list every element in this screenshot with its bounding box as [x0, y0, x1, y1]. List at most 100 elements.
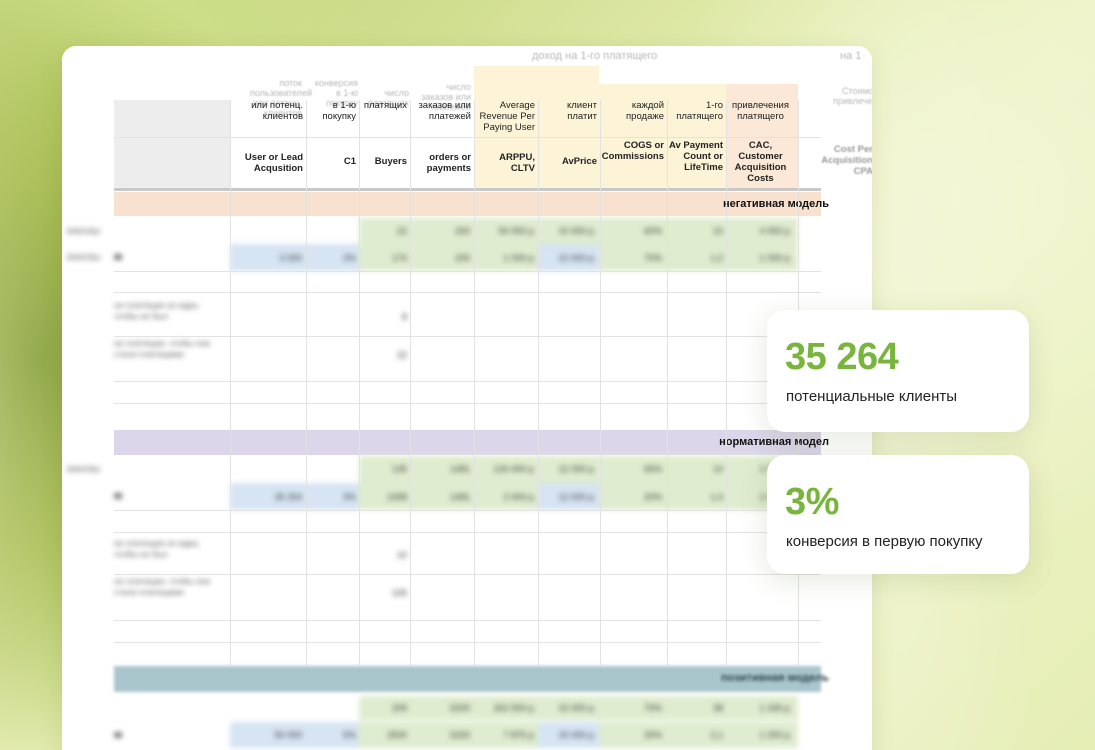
cell: 10 000 р.: [558, 253, 596, 263]
row-label: ЗАКАЗЫ: [66, 464, 100, 474]
row-label: ЗАКАЗЫ: [66, 252, 100, 262]
group-header-per: на 1: [840, 50, 862, 62]
spreadsheet-card: доход на 1-го платящего на 1 поток польз…: [62, 46, 872, 750]
cell: 12 000 р.: [558, 464, 596, 474]
cell: 50 000: [274, 730, 302, 740]
header-orange-bg: [726, 84, 798, 188]
grid-col: [474, 100, 475, 666]
cell-band: [230, 244, 359, 271]
cell-band: [230, 722, 359, 748]
cell: 105: [391, 588, 407, 598]
stat-value-potential-clients: 35 264: [785, 336, 899, 378]
cell: 10: [396, 550, 407, 560]
sheet-top-header: доход на 1-го платящего на 1 поток польз…: [62, 46, 872, 118]
cell-band: [538, 722, 600, 748]
cell: 5200: [449, 703, 470, 713]
hdr-ru-cac: привлечения платящего: [731, 100, 789, 122]
cell: 2 000 р.: [503, 492, 536, 502]
band-positive-model: позитивная модель: [114, 666, 829, 692]
cell-band: [359, 483, 538, 510]
cell: 2,1: [710, 730, 723, 740]
hdr-faint-9: Стоимость привлечения: [832, 86, 872, 106]
cell: 25%: [643, 730, 662, 740]
hdr-ru-cogs: каждой продаже: [626, 100, 664, 122]
grid-col: [230, 100, 231, 666]
hdr-en-orders: orders or payments: [426, 152, 471, 174]
cell-band: [600, 244, 798, 271]
hdr-en-users: User or Lead Acqusition: [244, 152, 303, 174]
cell: 200: [454, 226, 470, 236]
hdr-ru-arppu: Average Revenue Per Paying User: [479, 100, 535, 133]
cell: 5%: [342, 730, 356, 740]
header-grey-bg: [114, 100, 230, 188]
grid-row: [114, 403, 821, 404]
hdr-en-cpa: Cost Per Acquisition CPA: [821, 144, 872, 177]
cell: 4 000 р.: [759, 226, 792, 236]
band-positive-label: позитивная модель: [720, 672, 829, 684]
grid-row: [114, 620, 821, 621]
cell: 7 875 р.: [503, 730, 536, 740]
header-bottom-rule: [114, 188, 821, 191]
spreadsheet: доход на 1-го платящего на 1 поток польз…: [62, 46, 872, 750]
hdr-ru-avcount: 1-го платящего: [676, 100, 723, 122]
stat-card-potential-clients: 35 264 потенциальные клиенты: [767, 310, 1029, 432]
hdr-en-cac: CAC, Customer Acquisition Costs: [734, 140, 787, 184]
cell: 15 000 р.: [558, 730, 596, 740]
cell: 10 000 р.: [558, 226, 596, 236]
row-marker: м: [114, 251, 123, 263]
hdr-ru-users: или потенц. клиентов: [251, 100, 303, 122]
cell-band: [230, 483, 359, 510]
row-marker: м: [114, 729, 123, 741]
header-yellow-bg: [474, 66, 599, 188]
cell: 262 500 р.: [493, 703, 536, 713]
cell: 20%: [643, 492, 662, 502]
cell: 1058: [386, 492, 407, 502]
hdr-ru-c1: в 1-ю покупку: [322, 100, 356, 122]
cell-band: [359, 244, 538, 271]
hdr-en-cogs: COGS or Commissions: [601, 140, 664, 162]
grid-col: [726, 100, 727, 666]
cell: 75%: [643, 703, 662, 713]
row-marker: м: [114, 490, 123, 502]
row-label: не платящие из ядра, чтобы не был: [114, 300, 200, 321]
cell: 1 435 р.: [759, 703, 792, 713]
hdr-en-avcount: Av Payment Count or LifeTime: [668, 140, 723, 173]
stat-caption-potential-clients: потенциальные клиенты: [786, 388, 958, 405]
cell: 1,4: [710, 492, 723, 502]
cell: 70%: [643, 253, 662, 263]
hdr-faint-0: поток пользователей или потенц. клиентов: [250, 78, 313, 118]
cell: 209: [391, 703, 407, 713]
grid-row: [114, 642, 821, 643]
cell: 1,2: [710, 253, 723, 263]
cell: 22: [396, 226, 407, 236]
cell: 174: [391, 253, 407, 263]
band-negative-label: негативная модель: [722, 198, 829, 210]
grid-row: [114, 532, 821, 533]
cell: 3%: [342, 492, 356, 502]
cell: 135: [391, 464, 407, 474]
hdr-faint-2: число платящих: [368, 88, 409, 108]
cell-band: [538, 244, 600, 271]
grid-col: [410, 100, 411, 666]
hdr-en-arppu: ARPPU, CLTV: [499, 152, 535, 174]
band-normative-model: нормативная модел: [114, 430, 829, 455]
cell-band: [359, 456, 798, 483]
stat-card-conversion: 3% конверсия в первую покупку: [767, 455, 1029, 574]
grid-row: [114, 574, 821, 575]
cell: 1 200 р.: [759, 730, 792, 740]
cell: 2%: [342, 253, 356, 263]
cell-band: [538, 483, 600, 510]
cell: 3 000: [279, 253, 302, 263]
row-label: не платящие, чтобы они стали платящими: [114, 338, 211, 359]
cell: 1 000 р.: [503, 253, 536, 263]
cell: 200: [454, 253, 470, 263]
cell: 5200: [449, 730, 470, 740]
row-label: ЗАКАЗЫ: [66, 226, 100, 236]
cell-band: [359, 696, 798, 720]
cell-band: [600, 483, 798, 510]
row-label: не платящие из ядра, чтобы не был: [114, 538, 200, 559]
cell: 38: [712, 703, 723, 713]
cell: 65%: [643, 464, 662, 474]
band-negative-model: негативная модель: [114, 192, 829, 216]
grid-col: [600, 100, 601, 666]
